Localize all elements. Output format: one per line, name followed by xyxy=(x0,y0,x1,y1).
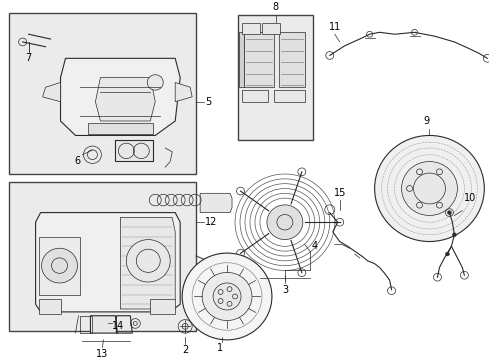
Polygon shape xyxy=(39,237,80,294)
Circle shape xyxy=(445,252,449,256)
Text: 3: 3 xyxy=(282,285,288,295)
Text: 14: 14 xyxy=(112,321,124,331)
Polygon shape xyxy=(279,32,305,87)
Polygon shape xyxy=(274,90,305,102)
Circle shape xyxy=(182,253,272,340)
Text: 10: 10 xyxy=(465,193,477,203)
Text: 5: 5 xyxy=(205,97,211,107)
Circle shape xyxy=(447,211,451,215)
Polygon shape xyxy=(121,217,175,309)
Polygon shape xyxy=(39,300,61,314)
Polygon shape xyxy=(91,316,118,333)
Polygon shape xyxy=(239,32,244,87)
Bar xyxy=(80,316,93,333)
Text: 7: 7 xyxy=(25,53,32,63)
Text: 4: 4 xyxy=(312,241,318,251)
Polygon shape xyxy=(200,193,232,213)
Polygon shape xyxy=(242,90,268,102)
Bar xyxy=(9,13,196,174)
Bar xyxy=(89,123,153,135)
Bar xyxy=(9,182,196,331)
Text: 2: 2 xyxy=(182,345,188,355)
Text: 15: 15 xyxy=(334,188,346,198)
Text: 8: 8 xyxy=(273,2,279,12)
Text: 1: 1 xyxy=(217,343,223,353)
Text: 9: 9 xyxy=(423,116,430,126)
Circle shape xyxy=(375,135,484,242)
Circle shape xyxy=(213,283,241,310)
Polygon shape xyxy=(43,82,61,102)
Circle shape xyxy=(401,162,457,216)
Circle shape xyxy=(147,75,163,90)
Polygon shape xyxy=(150,300,175,314)
Bar xyxy=(115,140,153,162)
Circle shape xyxy=(42,248,77,283)
Circle shape xyxy=(202,273,252,320)
Polygon shape xyxy=(61,58,180,135)
Text: 11: 11 xyxy=(329,22,341,32)
Bar xyxy=(238,15,313,140)
Circle shape xyxy=(126,240,170,282)
Text: 6: 6 xyxy=(74,157,80,166)
Polygon shape xyxy=(36,213,180,312)
Polygon shape xyxy=(244,32,274,87)
Polygon shape xyxy=(175,82,192,102)
Circle shape xyxy=(452,233,456,237)
Polygon shape xyxy=(96,78,155,121)
Polygon shape xyxy=(242,23,260,34)
Text: 13: 13 xyxy=(96,348,108,359)
Circle shape xyxy=(267,205,303,240)
Polygon shape xyxy=(262,23,280,34)
Text: 12: 12 xyxy=(205,217,218,227)
